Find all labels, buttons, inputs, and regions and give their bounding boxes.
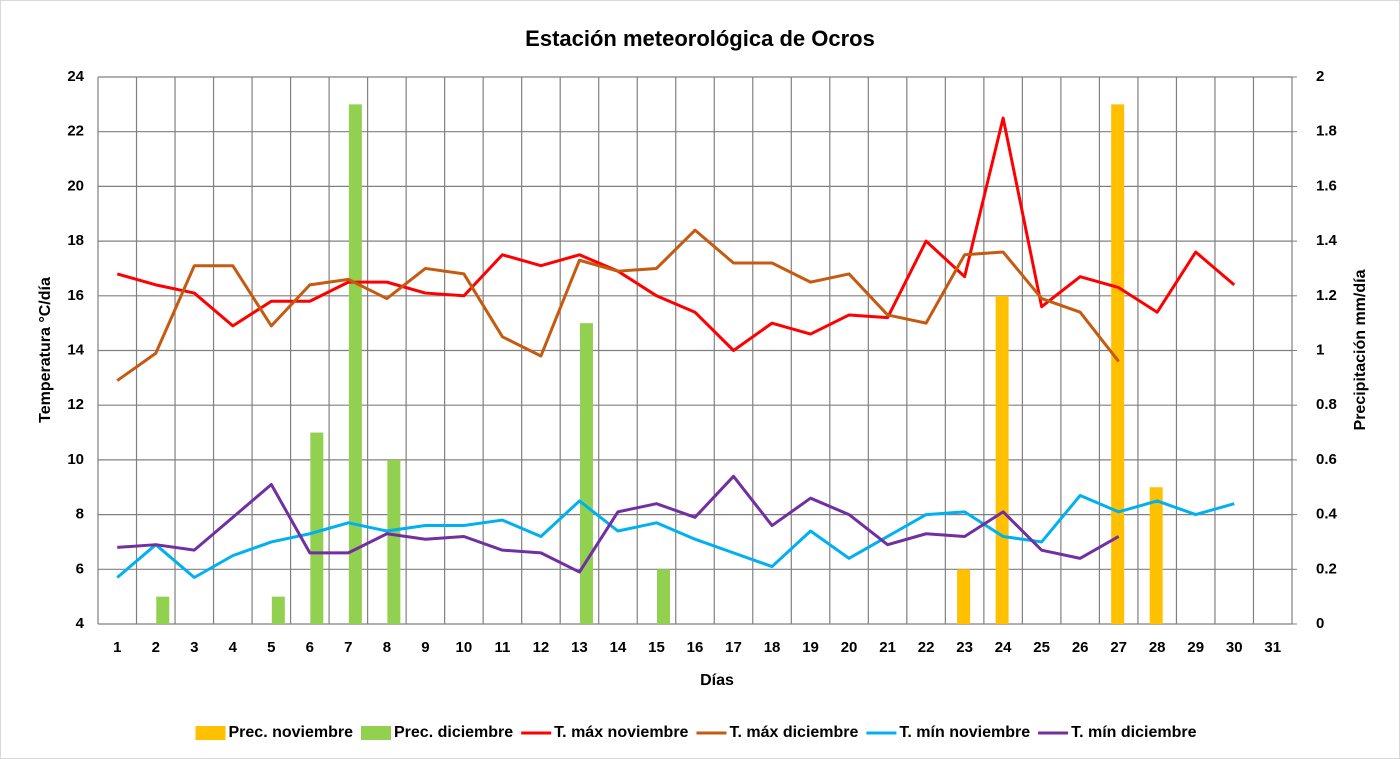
x-tick-label: 31 <box>1264 639 1281 656</box>
x-tick-label: 17 <box>725 639 742 656</box>
legend-label: Prec. noviembre <box>229 724 354 741</box>
x-axis-title: Días <box>700 672 734 689</box>
x-tick-label: 18 <box>764 639 781 656</box>
x-tick-label: 29 <box>1187 639 1204 656</box>
y2-tick-label: 0.8 <box>1316 396 1337 413</box>
y2-tick-label: 2 <box>1316 68 1324 85</box>
x-tick-label: 16 <box>687 639 704 656</box>
y-tick-label: 12 <box>67 396 84 413</box>
x-tick-label: 21 <box>879 639 896 656</box>
y-tick-label: 24 <box>67 68 84 85</box>
legend-label: T. máx diciembre <box>729 724 858 741</box>
legend: Prec. noviembre Prec. diciembre T. máx nov… <box>195 724 1197 741</box>
x-tick-label: 27 <box>1110 639 1127 656</box>
y2-axis-title: Precipitación mm/día <box>1352 269 1369 430</box>
x-tick-label: 24 <box>995 639 1012 656</box>
y2-tick-label: 1 <box>1316 341 1324 358</box>
y-tick-label: 10 <box>67 451 84 468</box>
y2-tick-label: 0 <box>1316 615 1324 632</box>
line-series <box>116 493 1235 580</box>
bar <box>995 295 1009 624</box>
y2-tick-label: 1.8 <box>1316 123 1337 140</box>
x-tick-label: 14 <box>610 639 627 656</box>
x-tick-label: 9 <box>421 639 429 656</box>
y-tick-label: 18 <box>67 232 84 249</box>
y-tick-label: 20 <box>67 177 84 194</box>
y2-tick-label: 1.4 <box>1316 232 1338 249</box>
legend-swatch <box>195 726 226 740</box>
y-tick-label: 16 <box>67 287 84 304</box>
x-tick-label: 1 <box>113 639 121 656</box>
line-series <box>117 474 1120 574</box>
y-tick-label: 22 <box>67 123 84 140</box>
y2-tick-label: 1.6 <box>1316 177 1337 194</box>
x-tick-label: 25 <box>1033 639 1050 656</box>
x-tick-label: 2 <box>152 639 160 656</box>
x-tick-label: 8 <box>383 639 391 656</box>
legend-label: T. máx noviembre <box>554 724 688 741</box>
bar <box>957 569 971 624</box>
legend-label: Prec. diciembre <box>394 724 513 741</box>
y-tick-label: 14 <box>67 341 84 358</box>
y2-tick-label: 1.2 <box>1316 287 1337 304</box>
bar <box>1149 487 1163 624</box>
x-tick-label: 13 <box>571 639 588 656</box>
x-tick-label: 7 <box>344 639 352 656</box>
x-tick-label: 11 <box>494 639 510 656</box>
x-tick-label: 23 <box>956 639 973 656</box>
legend-label: T. mín noviembre <box>899 724 1030 741</box>
y-axis-title: Temperatura °C/día <box>37 277 54 423</box>
bar <box>656 569 670 624</box>
bar <box>156 596 170 624</box>
x-tick-label: 12 <box>533 639 550 656</box>
x-tick-label: 19 <box>802 639 819 656</box>
x-tick-label: 5 <box>267 639 275 656</box>
x-tick-label: 26 <box>1072 639 1089 656</box>
grid <box>97 76 1293 625</box>
y2-tick-label: 0.2 <box>1316 560 1337 577</box>
y-tick-label: 6 <box>76 560 84 577</box>
x-tick-label: 10 <box>456 639 473 656</box>
x-tick-label: 30 <box>1226 639 1243 656</box>
line-series <box>116 228 1120 382</box>
bar <box>1111 104 1125 625</box>
bar <box>271 596 285 624</box>
x-tick-label: 22 <box>918 639 935 656</box>
y2-tick-label: 0.6 <box>1316 451 1337 468</box>
bar <box>348 104 362 625</box>
x-tick-label: 15 <box>648 639 665 656</box>
legend-label: T. mín diciembre <box>1071 724 1196 741</box>
x-tick-label: 28 <box>1149 639 1166 656</box>
x-tick-label: 4 <box>229 639 238 656</box>
y-tick-label: 4 <box>76 615 85 632</box>
chart-title: Estación meteorológica de Ocros <box>525 26 875 51</box>
x-tick-label: 20 <box>841 639 858 656</box>
bar <box>310 432 324 624</box>
legend-swatch <box>361 726 392 740</box>
y2-tick-label: 0.4 <box>1316 506 1338 523</box>
bar <box>387 459 401 624</box>
x-tick-label: 3 <box>190 639 198 656</box>
bar <box>579 323 593 624</box>
x-tick-label: 6 <box>306 639 314 656</box>
y-tick-label: 8 <box>76 506 84 523</box>
